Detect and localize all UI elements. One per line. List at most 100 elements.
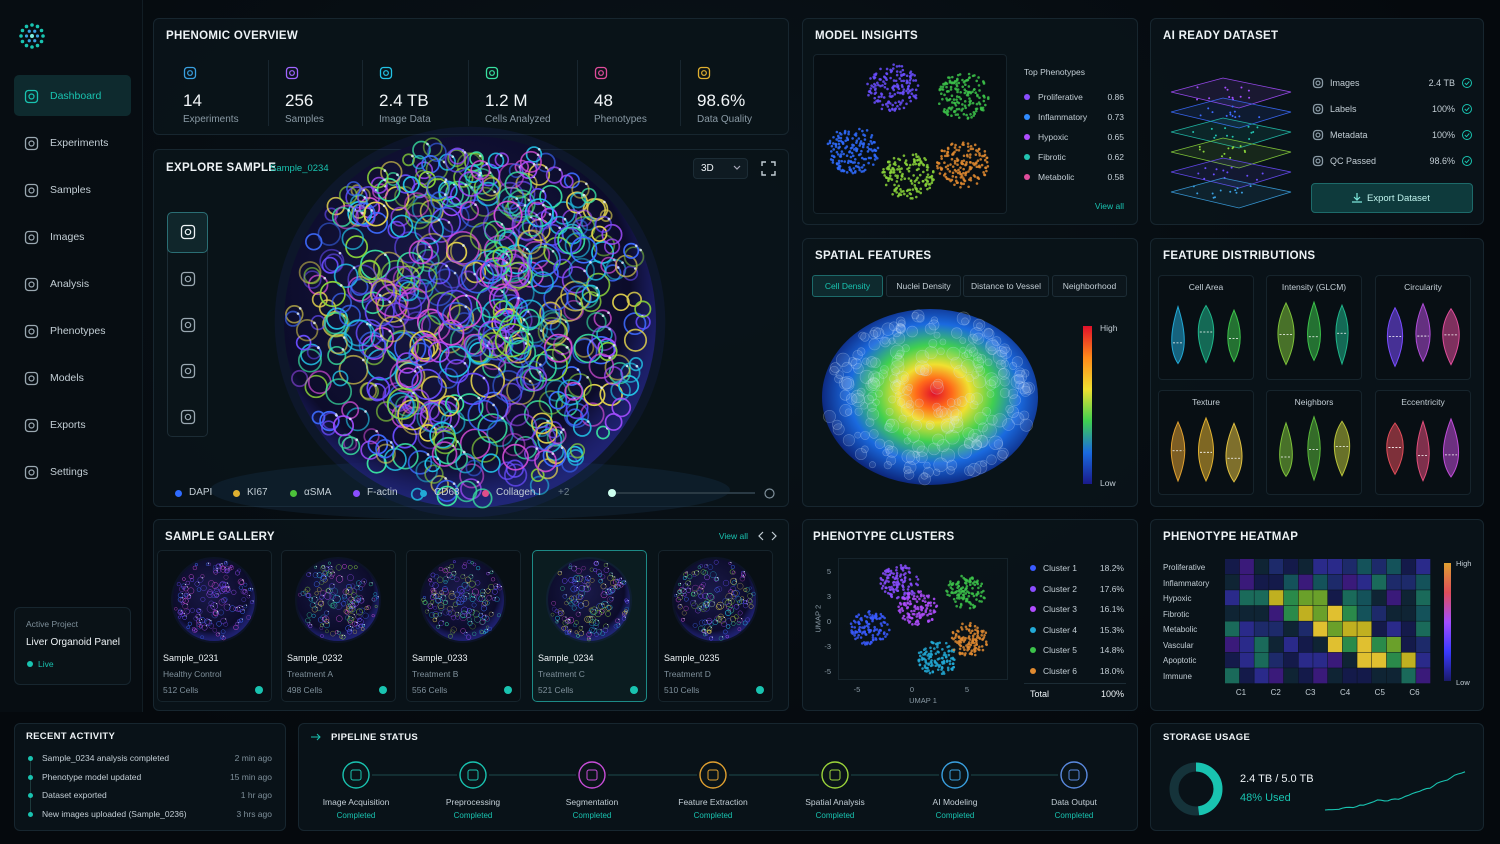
cell-node	[505, 261, 509, 265]
cell	[480, 605, 487, 612]
cell	[571, 576, 578, 583]
logo-dot	[33, 29, 37, 33]
embedding-point	[839, 136, 843, 140]
density-cell	[982, 423, 997, 438]
cell	[459, 463, 485, 489]
cell-node	[607, 567, 609, 570]
embedding-point	[919, 187, 923, 191]
cell-node	[186, 603, 188, 606]
tab[interactable]	[1052, 275, 1127, 297]
cluster-point	[936, 657, 940, 661]
nav-item[interactable]: Samples	[50, 184, 91, 196]
density-cell	[927, 442, 941, 456]
cell	[432, 611, 439, 618]
check-ring	[1462, 130, 1472, 140]
icon-shape	[24, 183, 39, 198]
embedding-point	[901, 85, 904, 89]
cluster-point	[928, 671, 932, 675]
embedding-point	[913, 184, 917, 187]
embedding-point	[962, 154, 966, 158]
cluster-point	[883, 569, 887, 573]
activity-time: 15 min ago	[229, 771, 272, 782]
cell-node	[711, 636, 713, 638]
cell	[311, 596, 318, 603]
step-icon	[949, 769, 961, 781]
cell-node	[218, 632, 220, 634]
activity-text: New images uploaded (Sample_0236)	[42, 809, 187, 820]
tab[interactable]	[812, 275, 883, 297]
cluster-point	[947, 653, 951, 657]
activity-time: 2 min ago	[234, 753, 272, 763]
cell	[336, 615, 343, 622]
tab[interactable]	[886, 275, 961, 297]
tool-active[interactable]	[167, 212, 208, 253]
arrow-shape	[771, 531, 777, 541]
slider-thumb[interactable]	[608, 489, 616, 497]
cell	[197, 576, 204, 583]
cell	[715, 616, 723, 623]
nav-item[interactable]: Exports	[50, 419, 86, 431]
view-select-label[interactable]: 3D	[701, 163, 714, 174]
step-ring	[342, 761, 370, 789]
tab-label[interactable]: Distance to Vessel	[971, 281, 1041, 291]
nav-item[interactable]: Settings	[50, 466, 88, 478]
cluster-point	[895, 571, 899, 575]
nav-item[interactable]: Experiments	[50, 137, 109, 149]
cell	[332, 370, 349, 387]
view-select[interactable]	[693, 158, 748, 179]
view-all-link[interactable]: View all	[718, 531, 748, 541]
cell	[212, 589, 221, 597]
phenotype-dot	[1024, 134, 1030, 140]
density-cell	[985, 340, 1000, 355]
embedding-point	[945, 109, 949, 112]
export-button[interactable]	[1311, 183, 1473, 213]
tab-label[interactable]: Nuclei Density	[896, 281, 951, 291]
cluster-point	[922, 594, 925, 598]
cell-node	[727, 598, 729, 600]
icon-dot	[1315, 106, 1321, 112]
cell-node	[446, 600, 448, 602]
embedding-point	[943, 93, 946, 97]
density-cell	[985, 379, 997, 391]
cell-node	[446, 568, 448, 570]
timeline-dot	[28, 774, 33, 780]
step-status: Completed	[815, 811, 855, 820]
dataset-value: 98.6%	[1429, 156, 1455, 166]
nav-item[interactable]: Phenotypes	[50, 325, 106, 337]
density-cell	[1010, 374, 1025, 389]
embedding-point	[983, 158, 987, 162]
nav-item[interactable]: Analysis	[50, 278, 90, 290]
heatmap-cell	[1357, 652, 1372, 668]
tab-label[interactable]: Neighborhood	[1062, 281, 1117, 291]
heatmap-cell	[1327, 590, 1343, 606]
cell-node	[367, 606, 369, 608]
heatmap-cell	[1254, 559, 1269, 575]
view-all-link[interactable]: View all	[1094, 201, 1124, 211]
cell	[435, 597, 441, 604]
cell	[219, 580, 227, 588]
cluster-point	[964, 592, 968, 595]
logo-dot	[27, 39, 31, 43]
cell	[492, 596, 497, 602]
nav-item[interactable]: Models	[50, 372, 84, 384]
cell	[242, 589, 249, 596]
cell-node	[601, 579, 603, 581]
cell	[674, 593, 678, 598]
cell	[305, 592, 312, 599]
embedding-point	[900, 79, 903, 83]
nav-item[interactable]: Dashboard	[50, 90, 102, 102]
embedding-point	[938, 172, 942, 175]
nav-item[interactable]: Images	[50, 231, 85, 243]
export-button-label[interactable]: Export Dataset	[1367, 193, 1430, 204]
stat-label: Cells Analyzed	[485, 114, 551, 125]
cluster-point	[881, 572, 885, 575]
density-cell	[894, 391, 902, 399]
density-cell	[1007, 406, 1019, 418]
cluster-point	[862, 641, 866, 644]
embedding-point	[850, 151, 854, 155]
tab[interactable]	[963, 275, 1049, 297]
cell	[314, 565, 318, 569]
cluster-point	[958, 647, 962, 651]
tab-label[interactable]: Cell Density	[824, 281, 871, 291]
check-icon	[1462, 130, 1472, 140]
